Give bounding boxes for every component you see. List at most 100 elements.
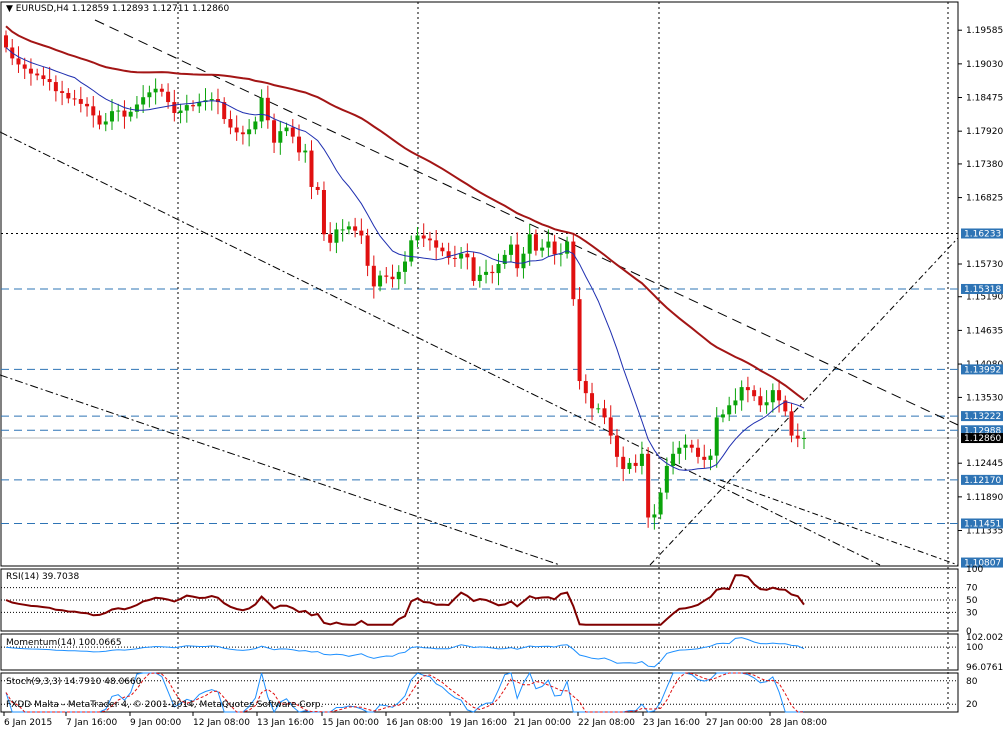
candle	[378, 270, 383, 292]
price-tick-label: 1.14635	[966, 326, 1003, 336]
candle	[409, 235, 414, 267]
candle-body	[147, 92, 152, 98]
candle-body	[770, 390, 775, 403]
candle-body	[4, 35, 8, 48]
candle-body	[502, 254, 507, 264]
candle	[733, 388, 738, 414]
ma-slow-line	[5, 25, 805, 401]
candle	[459, 247, 464, 269]
candle	[708, 448, 713, 471]
candle-body	[452, 257, 457, 259]
time-tick-label: 12 Jan 08:00	[193, 718, 250, 728]
candle	[60, 80, 65, 106]
candle	[758, 387, 763, 412]
candle	[546, 229, 551, 257]
time-tick-label: 21 Jan 00:00	[514, 718, 571, 728]
ma-fast-line	[5, 47, 805, 471]
time-tick-label: 19 Jan 16:00	[450, 718, 507, 728]
candle-body	[427, 238, 432, 241]
candle-body	[396, 271, 401, 280]
candle	[452, 245, 457, 268]
price-tick-label: 1.15190	[966, 293, 1003, 303]
candle	[172, 89, 177, 122]
candle-body	[627, 462, 632, 469]
candle-body	[309, 150, 314, 187]
level-tag	[961, 557, 1003, 568]
stoch-signal-line	[5, 672, 805, 713]
candle-body	[540, 247, 545, 251]
current-price-tag	[961, 433, 1003, 444]
candle	[353, 217, 358, 238]
stoch-title: Stoch(9,3,3) 14.7910 48.0660	[6, 677, 142, 687]
candle	[540, 239, 545, 258]
candle-body	[720, 414, 725, 418]
candle	[103, 112, 108, 132]
candle	[434, 230, 439, 260]
candle-body	[72, 98, 77, 100]
price-tick-label: 1.17920	[966, 127, 1003, 137]
candle	[764, 390, 769, 414]
candle-body	[365, 235, 370, 266]
candle	[621, 446, 626, 482]
trend-line	[0, 374, 561, 566]
level-tag	[961, 411, 1003, 422]
candle-body	[60, 91, 65, 93]
candle-body	[134, 104, 139, 112]
trend-line	[94, 19, 959, 426]
candle-body	[353, 226, 358, 231]
candle-body	[390, 276, 395, 280]
candle	[340, 219, 345, 242]
candle-body	[346, 226, 351, 230]
candle	[315, 182, 320, 195]
candle	[664, 457, 669, 500]
candle	[502, 250, 507, 269]
candle-body	[284, 127, 289, 132]
candle	[85, 97, 90, 117]
candle-body	[421, 235, 426, 239]
candle-body	[66, 92, 71, 99]
time-tick-label: 16 Jan 08:00	[386, 718, 443, 728]
candle-body	[521, 253, 526, 269]
momentum-line	[5, 637, 805, 668]
candle-body	[16, 58, 21, 65]
level-tag-label: 1.12170	[964, 476, 1001, 486]
candle	[116, 103, 121, 122]
trend-line	[649, 237, 959, 566]
candle-body	[153, 88, 158, 93]
candle-body	[141, 97, 146, 105]
candle-body	[403, 261, 407, 272]
rsi-tick-label: 0	[966, 627, 972, 637]
stoch-tick-label: 20	[966, 700, 978, 710]
candle-body	[265, 97, 270, 121]
candle	[253, 116, 258, 135]
time-tick-label: 28 Jan 08:00	[770, 718, 827, 728]
time-tick-label: 22 Jan 08:00	[578, 718, 635, 728]
candle	[689, 439, 694, 453]
candle	[35, 68, 40, 81]
candle	[328, 222, 333, 252]
candle-body	[533, 234, 538, 251]
level-tag-label: 1.15318	[964, 285, 1001, 295]
candle	[91, 96, 96, 128]
price-tick-label: 1.16825	[966, 194, 1003, 204]
candle	[272, 113, 277, 154]
candle	[259, 89, 264, 129]
candle-body	[633, 462, 638, 466]
candle-body	[321, 190, 326, 235]
current-price-label: 1.12860	[964, 434, 1001, 444]
candle	[739, 380, 744, 411]
momentum-tick-label: 102.002	[966, 633, 1003, 643]
candle-body	[78, 99, 83, 104]
level-tag	[961, 518, 1003, 529]
candle-body	[484, 271, 489, 275]
time-tick-label: 6 Jan 2015	[4, 718, 52, 728]
time-tick-label: 13 Jan 16:00	[257, 718, 314, 728]
candle	[278, 120, 283, 155]
candle	[727, 396, 732, 422]
candle-body	[446, 251, 451, 258]
collapse-icon[interactable]: ▼	[6, 4, 13, 14]
candle	[384, 267, 389, 284]
candle-body	[465, 253, 470, 258]
candle	[109, 99, 114, 130]
